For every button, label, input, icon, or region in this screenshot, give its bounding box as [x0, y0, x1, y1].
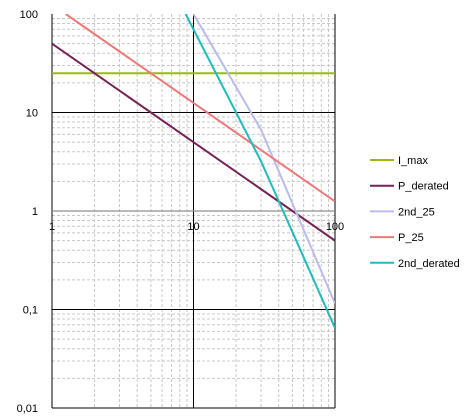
x-tick-labels: 1 10 100	[49, 221, 344, 233]
y-tick-labels: 0,01 0,1 1 10 100	[17, 9, 38, 415]
x-tick-label: 1	[49, 221, 55, 233]
legend-label: 2nd_derated	[398, 258, 460, 270]
series-line-2nd-25	[192, 14, 335, 304]
y-tick-label: 10	[26, 108, 38, 120]
legend-label: P_25	[398, 232, 424, 244]
series-line-2nd-derated	[184, 14, 335, 329]
legend-label: I_max	[398, 155, 428, 167]
y-tick-label: 100	[20, 9, 38, 21]
legend-label: 2nd_25	[398, 206, 435, 218]
axes	[51, 14, 335, 408]
x-tick-label: 100	[326, 221, 344, 233]
y-tick-label: 1	[32, 206, 38, 218]
legend: I_max P_derated 2nd_25 P_25 2nd_derated	[370, 155, 460, 270]
y-tick-label: 0,01	[17, 403, 38, 415]
y-tick-label: 0,1	[23, 305, 38, 317]
series-line-p-25	[65, 14, 335, 203]
series-line-p-derated	[52, 42, 335, 242]
legend-label: P_derated	[398, 181, 449, 193]
x-tick-label: 10	[187, 221, 199, 233]
series-group	[52, 14, 335, 329]
